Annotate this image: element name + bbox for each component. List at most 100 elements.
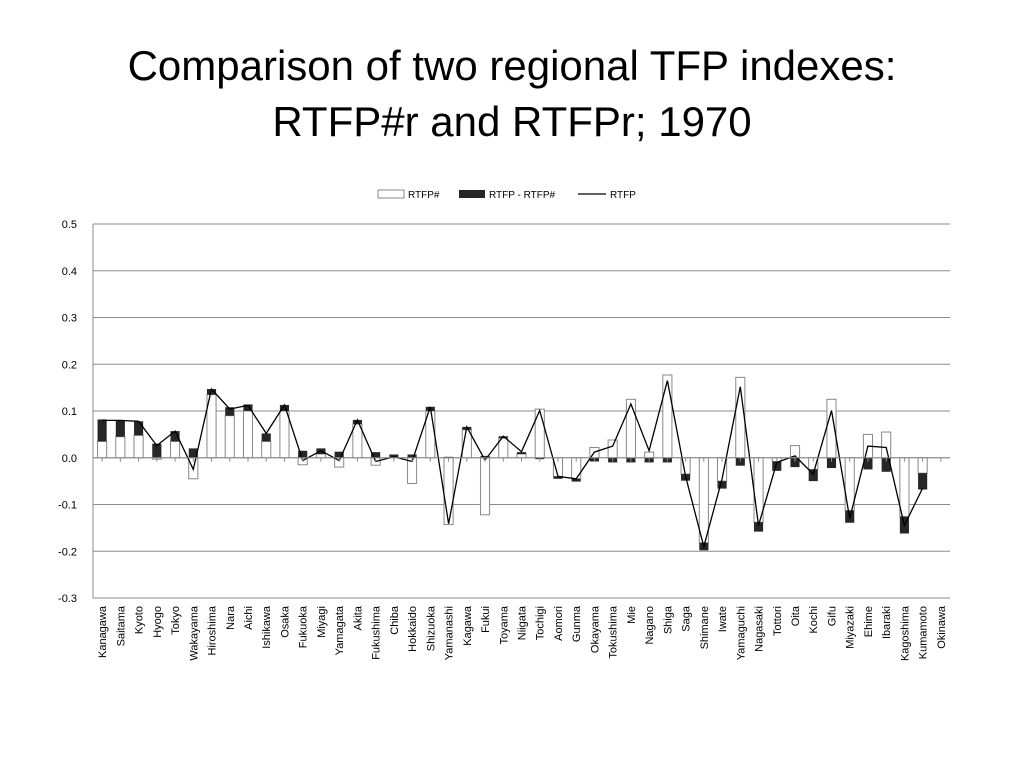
x-tick-label: Yamagata [334, 605, 346, 655]
y-tick-label: 0.2 [62, 359, 77, 371]
y-tick-label: 0.3 [62, 313, 77, 325]
bar-rtfp-diff [279, 404, 290, 411]
x-tick-label: Kochi [808, 606, 820, 634]
y-tick-labels: 0.5 0.4 0.3 0.2 0.1 0.0 -0.1 -0.2 -0.3 [58, 219, 77, 605]
bar-rtfp-diff [480, 455, 490, 458]
bar-rtfp-sharp [899, 457, 910, 518]
bar-rtfp-sharp [224, 415, 235, 459]
x-tick-label: Iwate [717, 606, 729, 632]
bar-rtfp-sharp [479, 457, 491, 516]
x-tick-label: Shimane [699, 606, 711, 649]
bar-rtfp-diff [808, 469, 818, 482]
x-tick-label: Kyoto [134, 606, 146, 634]
bar-rtfp-diff [389, 454, 399, 458]
x-tick-label: Miyazaki [845, 606, 857, 649]
x-tick-label: Yamanashi [444, 606, 456, 660]
x-tick-label: Fukushima [371, 605, 383, 660]
x-tick-label: Tochigi [535, 606, 547, 640]
x-tick-label: Saitama [115, 605, 127, 646]
x-tick-label: Nagano [644, 606, 656, 645]
bar-rtfp-diff [371, 452, 381, 458]
bar-rtfp-diff [826, 457, 837, 469]
x-tick-label: Nagasaki [754, 606, 766, 652]
bar-rtfp-diff [188, 448, 198, 458]
bar-rtfp-diff [170, 431, 180, 442]
bar-rtfp-diff [134, 421, 144, 436]
x-tick-label: Osaka [279, 605, 291, 638]
x-tick-label: Yamaguchi [735, 606, 747, 660]
rtfp-line-layer [102, 380, 924, 550]
x-tick-label: Fukuoka [298, 605, 310, 648]
bar-rtfp-diff [863, 457, 873, 470]
legend-label-rtfp-sharp: RTFP# [408, 190, 440, 201]
bar-rtfp-diff [115, 420, 125, 437]
bar-rtfp-diff [717, 481, 727, 489]
slide-title-line1: Comparison of two regional TFP indexes: [127, 42, 897, 89]
x-tick-label: Kagawa [462, 605, 474, 646]
bar-rtfp-diff [97, 419, 107, 442]
bar-rtfp-diff [772, 461, 782, 471]
x-tick-label: Wakayama [188, 605, 200, 660]
legend-label-rtfp-diff: RTFP - RTFP# [489, 190, 556, 201]
x-tick-label: Hiroshima [207, 605, 219, 655]
bar-rtfp-sharp [169, 440, 181, 459]
bar-rtfp-sharp [261, 440, 272, 459]
legend-swatch-rtfp-diff [459, 190, 485, 198]
x-tick-label: Niigata [517, 605, 529, 640]
bar-rtfp-sharp [644, 451, 655, 459]
x-tick-label: Toyama [498, 605, 510, 644]
x-tick-label: Kagoshima [899, 605, 911, 661]
x-tick-label: Kumamoto [918, 606, 930, 659]
x-tick-label: Akita [352, 605, 364, 630]
x-tick-label: Fukui [480, 606, 492, 633]
x-tick-label: Chiba [389, 605, 401, 635]
x-tick-label: Aomori [553, 606, 565, 641]
bar-rtfp-diff [407, 454, 417, 458]
slide-title-line2: RTFP#r and RTFPr; 1970 [272, 98, 752, 145]
bar-rtfp-diff [553, 476, 563, 479]
x-tick-label: Hyogo [152, 606, 164, 638]
x-tick-label: Tokushima [608, 605, 620, 658]
bar-rtfp-diff [352, 419, 362, 425]
bar-rtfp-diff [243, 404, 253, 411]
x-tick-label: Gunma [571, 605, 583, 642]
bar-rtfp-sharp [315, 453, 326, 459]
bar-rtfp-sharp [607, 439, 618, 459]
legend-swatch-rtfp-sharp [377, 189, 405, 199]
bar-rtfp-diff [298, 450, 308, 458]
bar-rtfp-sharp [881, 431, 892, 459]
bar-rtfp-sharp [698, 457, 709, 544]
x-tick-label: Shiga [662, 605, 674, 634]
x-tick-label: Okayama [589, 605, 601, 653]
bar-rtfp-sharp [662, 374, 673, 459]
x-tick-labels: Kanagawa Saitama Kyoto Hyogo Tokyo Wakayama Hi… [97, 605, 948, 661]
x-tick-label: Miyagi [316, 606, 328, 638]
bar-rtfp-sharp [133, 434, 144, 459]
rtfp-line [102, 380, 924, 550]
x-tick-label: Oita [790, 605, 802, 626]
x-tick-label: Gifu [826, 606, 838, 626]
y-tick-label: 0.4 [62, 266, 77, 278]
bar-rtfp-sharp [115, 436, 126, 459]
x-tick-label: Ishikawa [261, 605, 273, 649]
bar-rtfp-sharp [516, 453, 527, 459]
x-tick-label: Hokkaido [407, 606, 419, 652]
bar-rtfp-diff [516, 452, 527, 455]
chart-legend: RTFP# RTFP - RTFP# RTFP [377, 189, 636, 201]
bar-rtfp-sharp [279, 410, 290, 459]
bar-rtfp-diff [790, 457, 800, 468]
bar-rtfp-sharp [242, 410, 254, 459]
x-tick-label: Okinawa [936, 605, 948, 649]
legend-label-rtfp: RTFP [610, 190, 636, 201]
bar-rtfp-diff [881, 457, 891, 472]
x-tick-label: Nara [225, 605, 237, 630]
y-tick-label: -0.2 [58, 546, 77, 558]
y-tick-label: 0.0 [62, 453, 77, 465]
bar-rtfp-sharp [97, 440, 108, 459]
bar-rtfp-diff [571, 478, 581, 482]
x-tick-label: Aichi [243, 606, 255, 630]
x-tick-label: Ibaraki [881, 606, 893, 639]
bar-rtfp-diff [918, 473, 928, 490]
x-tick-label: Ehime [863, 606, 875, 637]
